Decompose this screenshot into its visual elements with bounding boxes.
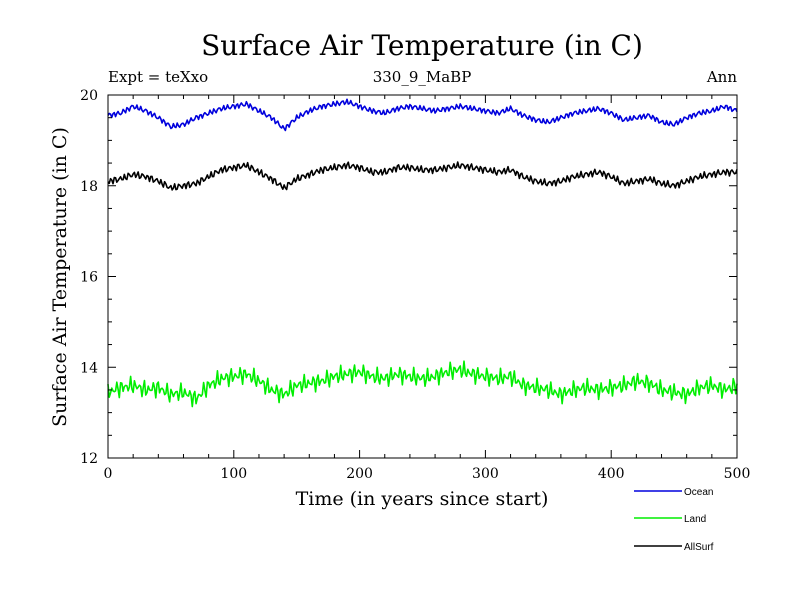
ticks-layer: 0 100 200 300 400 500 12 14 16 18 20 (80, 88, 750, 482)
legend-land-label: Land (684, 514, 706, 525)
x-tick-label: 500 (724, 466, 751, 482)
y-tick-label: 12 (80, 451, 98, 467)
y-axis-label: Surface Air Temperature (in C) (49, 127, 71, 427)
chart-subtitle: 330_9_MaBP (373, 68, 472, 86)
series-line-ocean (107, 98, 738, 132)
legend-allsurf-label: AllSurf (684, 542, 714, 553)
x-tick-label: 300 (472, 466, 499, 482)
series-line-land (107, 360, 738, 408)
x-tick-label: 200 (346, 466, 373, 482)
series-layer (107, 98, 738, 408)
x-tick-label: 100 (220, 466, 247, 482)
series-line-allsurf (107, 161, 738, 191)
y-tick-label: 18 (80, 179, 98, 195)
y-tick-label: 14 (80, 360, 98, 376)
x-tick-label: 0 (104, 466, 113, 482)
x-tick-label: 400 (598, 466, 625, 482)
season-label: Ann (706, 68, 737, 86)
experiment-label: Expt = teXxo (108, 68, 208, 86)
chart-title: Surface Air Temperature (in C) (201, 29, 643, 62)
y-tick-label: 16 (80, 270, 98, 286)
legend-ocean-label: Ocean (684, 487, 713, 498)
legend: Ocean Land AllSurf (634, 487, 714, 553)
plot-frame (107, 94, 738, 459)
x-axis-label: Time (in years since start) (296, 488, 549, 510)
y-tick-label: 20 (80, 88, 98, 104)
